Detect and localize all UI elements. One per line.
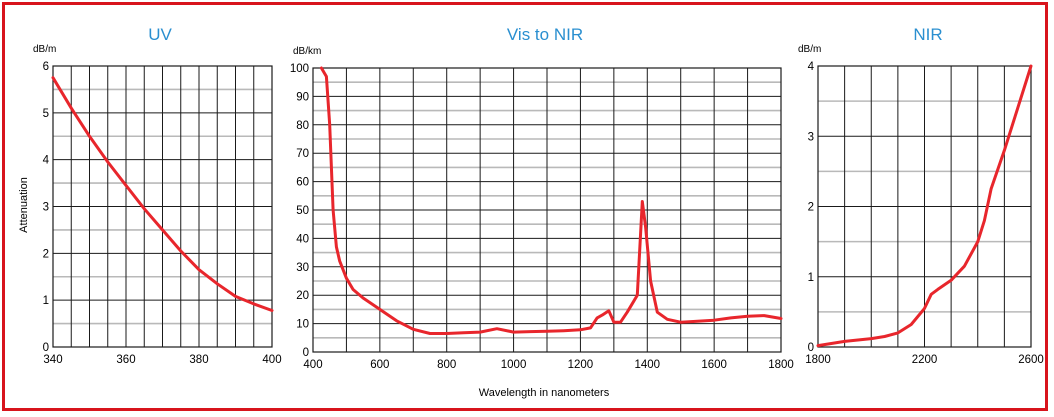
y-unit-label: dB/m xyxy=(33,44,56,55)
y-tick-label: 10 xyxy=(296,319,309,331)
plot-area xyxy=(312,67,782,353)
y-tick-label: 100 xyxy=(290,63,309,75)
x-tick-label: 1200 xyxy=(568,359,594,371)
plot-area xyxy=(52,65,273,348)
x-tick-label: 1800 xyxy=(805,354,831,366)
series-line xyxy=(51,76,274,312)
y-tick-label: 0 xyxy=(808,342,814,354)
x-tick-label: 360 xyxy=(116,354,135,366)
x-axis-label: Wavelength in nanometers xyxy=(479,387,610,399)
y-tick-label: 1 xyxy=(43,295,49,307)
y-tick-label: 3 xyxy=(808,131,814,143)
series-line xyxy=(816,64,1033,348)
y-tick-label: 6 xyxy=(43,61,49,73)
x-tick-label: 340 xyxy=(43,354,62,366)
x-tick-label: 600 xyxy=(370,359,389,371)
x-tick-label: 1800 xyxy=(768,359,794,371)
x-tick-label: 1600 xyxy=(701,359,727,371)
x-tick-label: 1000 xyxy=(501,359,527,371)
y-tick-label: 0 xyxy=(303,347,309,359)
chart-title: UV xyxy=(148,25,172,44)
y-tick-label: 0 xyxy=(43,342,49,354)
panel-1: 0 10 20 30 40 50 60 70 80 90 100 400 600 800 1000 1200 1… xyxy=(290,25,794,371)
y-tick-label: 70 xyxy=(296,148,309,160)
y-tick-label: 4 xyxy=(43,155,50,167)
y-tick-label: 3 xyxy=(43,202,49,214)
x-tick-label: 800 xyxy=(437,359,456,371)
y-tick-label: 2 xyxy=(808,202,814,214)
y-unit-label: dB/m xyxy=(798,44,821,55)
x-tick-label: 2200 xyxy=(912,354,938,366)
y-tick-label: 1 xyxy=(808,272,814,284)
y-tick-label: 30 xyxy=(296,262,309,274)
x-tick-label: 400 xyxy=(303,359,322,371)
y-tick-label: 90 xyxy=(296,91,309,103)
y-tick-label: 20 xyxy=(296,290,309,302)
x-tick-label: 380 xyxy=(189,354,208,366)
x-tick-label: 400 xyxy=(262,354,281,366)
y-tick-label: 40 xyxy=(296,233,309,245)
chart-title: NIR xyxy=(913,25,942,44)
chart-title: Vis to NIR xyxy=(507,25,583,44)
panel-0: 0 1 2 3 4 5 6 340 360 380 400 UV dB/m xyxy=(33,25,282,366)
y-tick-label: 60 xyxy=(296,177,309,189)
x-tick-label: 2600 xyxy=(1018,354,1044,366)
y-tick-label: 2 xyxy=(43,248,49,260)
y-tick-label: 4 xyxy=(808,61,815,73)
y-unit-label: dB/km xyxy=(293,46,321,57)
y-axis-label: Attenuation xyxy=(18,177,30,233)
y-tick-label: 80 xyxy=(296,120,309,132)
y-tick-label: 50 xyxy=(296,205,309,217)
y-tick-label: 5 xyxy=(43,108,49,120)
x-tick-label: 1400 xyxy=(634,359,660,371)
panel-2: 0 1 2 3 4 1800 2200 2600 NIR dB/m xyxy=(798,25,1044,366)
plot-area xyxy=(817,65,1032,348)
series-line xyxy=(319,66,783,335)
